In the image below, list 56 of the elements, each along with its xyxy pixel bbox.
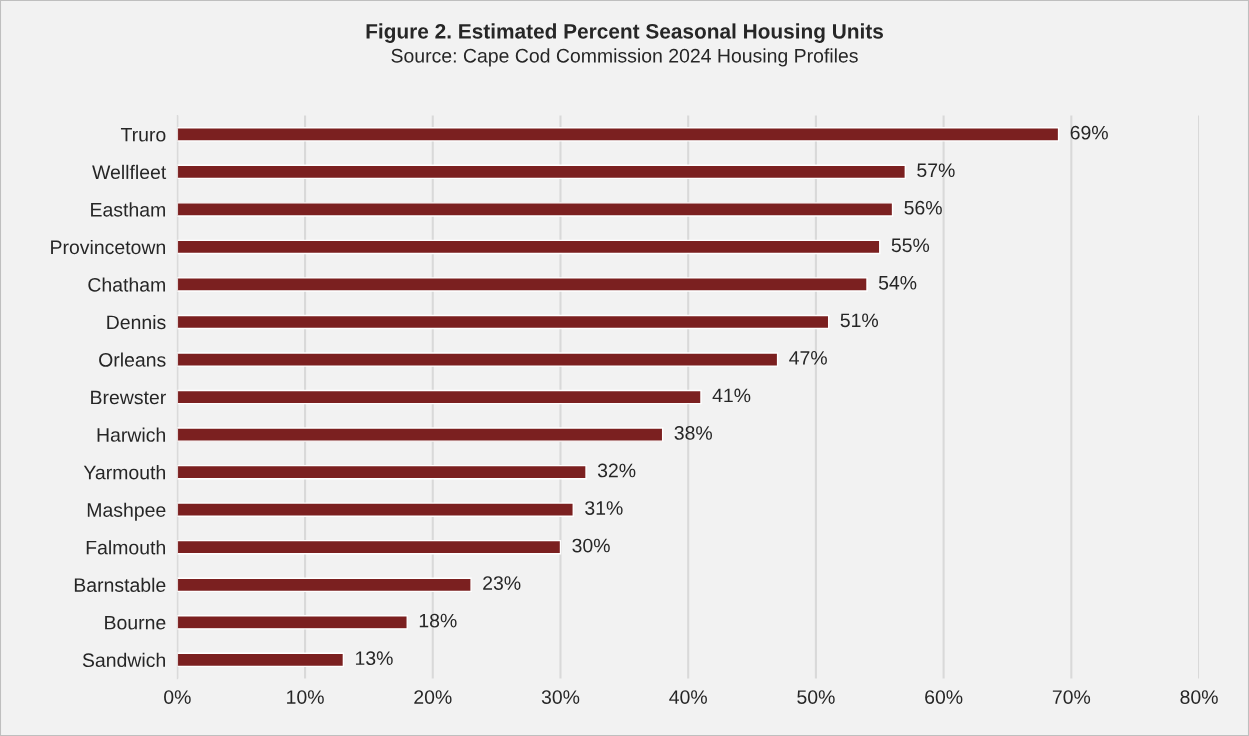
- bar: [177, 427, 664, 442]
- bar: [177, 577, 472, 593]
- bar: [177, 464, 587, 480]
- data-label: 31%: [585, 501, 623, 515]
- bar: [177, 127, 1060, 142]
- data-label: 13%: [355, 651, 393, 666]
- y-tick-label: Yarmouth: [83, 465, 165, 480]
- bar: [177, 277, 868, 292]
- bar: [177, 502, 574, 517]
- chart-subtitle: Source: Cape Cod Commission 2024 Housing Profiles: [391, 48, 858, 67]
- x-tick-label: 50%: [797, 690, 835, 704]
- data-label: 32%: [597, 463, 636, 478]
- y-tick-label: Provincetown: [51, 239, 165, 255]
- x-tick-label: 70%: [1052, 690, 1091, 704]
- bar: [177, 239, 881, 255]
- x-tick-label: 30%: [541, 690, 580, 704]
- x-tick-label: 40%: [669, 690, 707, 704]
- data-label: 51%: [840, 313, 879, 328]
- bar: [177, 389, 702, 405]
- data-label: 23%: [483, 576, 521, 590]
- y-tick-label: Mashpee: [87, 502, 166, 521]
- y-tick-label: Falmouth: [86, 540, 165, 555]
- y-tick-label: Sandwich: [82, 652, 165, 668]
- x-tick-label: 0%: [164, 690, 191, 704]
- data-label: 18%: [419, 613, 457, 628]
- bar: [177, 539, 562, 555]
- y-tick-label: Harwich: [97, 427, 165, 442]
- bar: [177, 314, 830, 330]
- data-label: 47%: [789, 351, 827, 365]
- bar: [177, 652, 345, 668]
- y-tick-label: Dennis: [107, 314, 166, 330]
- y-tick-label: Brewster: [91, 390, 166, 405]
- data-label: 69%: [1070, 125, 1108, 140]
- y-tick-label: Truro: [120, 127, 166, 142]
- bar: [177, 615, 408, 630]
- y-tick-label: Barnstable: [74, 577, 166, 592]
- data-label: 41%: [712, 388, 751, 403]
- bar: [177, 164, 907, 180]
- y-tick-label: Orleans: [99, 352, 166, 367]
- data-label: 55%: [891, 238, 930, 253]
- x-tick-label: 20%: [414, 690, 452, 704]
- y-tick-label: Chatham: [88, 277, 165, 292]
- bar: [177, 202, 894, 217]
- x-tick-label: 80%: [1180, 690, 1218, 704]
- x-tick-label: 60%: [925, 690, 963, 704]
- bar: [177, 352, 779, 367]
- data-label: 30%: [572, 538, 610, 553]
- data-label: 56%: [904, 200, 942, 215]
- data-label: 38%: [674, 426, 712, 440]
- data-label: 57%: [917, 163, 955, 178]
- y-tick-label: Bourne: [105, 615, 166, 630]
- chart-title: Figure 2. Estimated Percent Seasonal Housing Units: [366, 23, 883, 43]
- x-tick-label: 10%: [287, 690, 324, 704]
- data-label: 54%: [878, 276, 917, 290]
- y-tick-label: Eastham: [91, 202, 165, 217]
- y-tick-label: Wellfleet: [92, 164, 167, 180]
